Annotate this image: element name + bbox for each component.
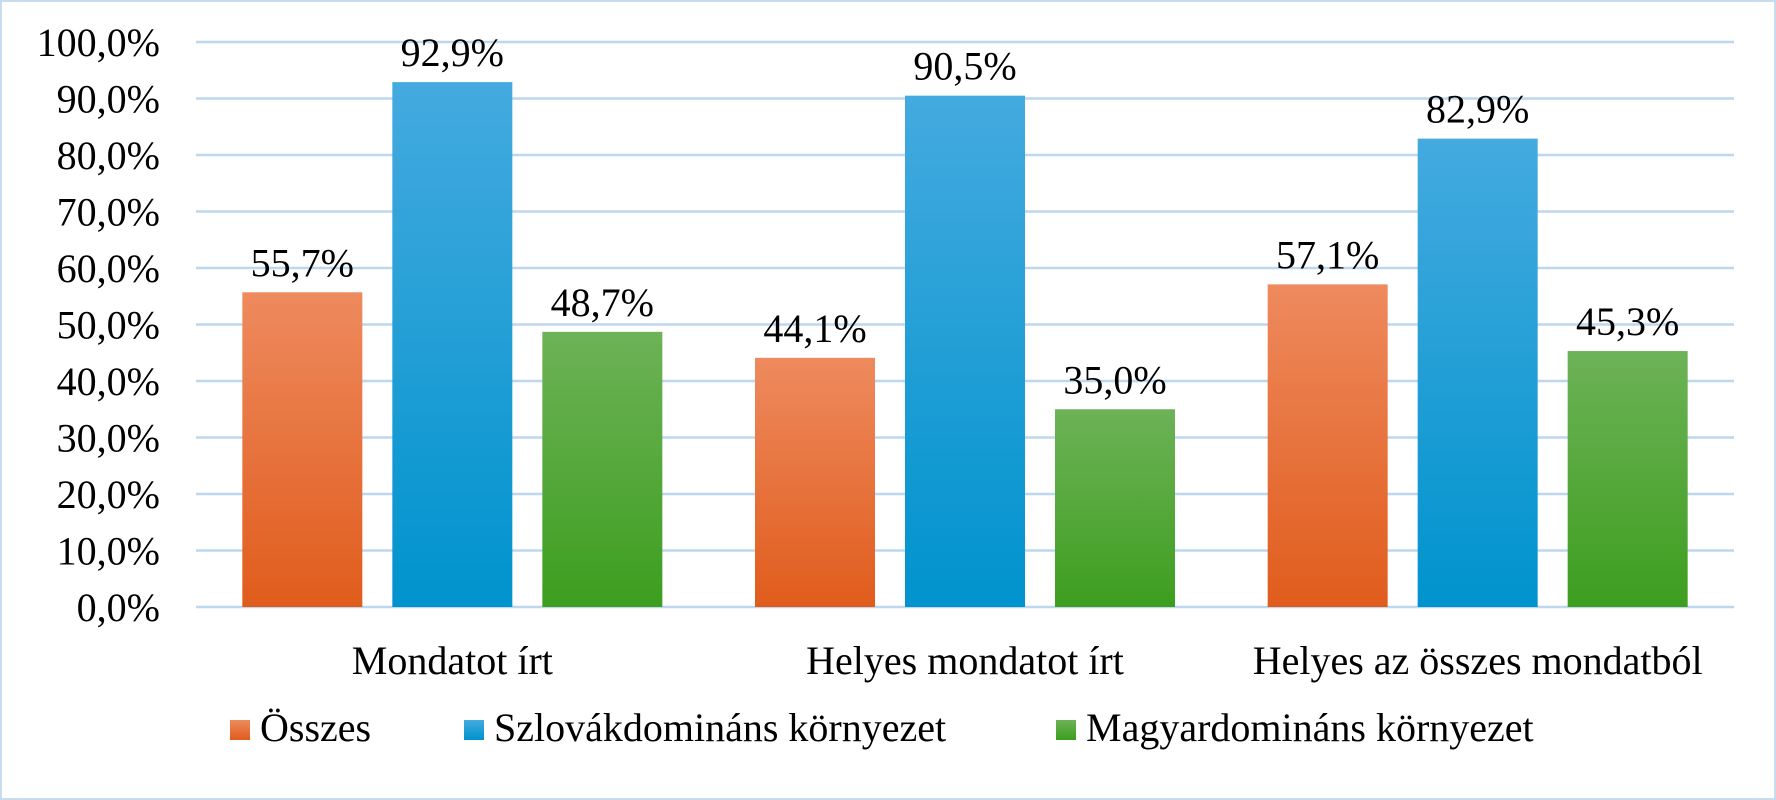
y-tick-label: 40,0%: [57, 359, 160, 404]
x-axis-category-labels: Mondatot írt Helyes mondatot írt Helyes az…: [352, 638, 1703, 683]
y-tick-label: 70,0%: [57, 190, 160, 235]
bar: [905, 95, 1025, 608]
bars: [242, 82, 1688, 608]
y-tick-label: 80,0%: [57, 133, 160, 178]
category-label: Mondatot írt: [352, 638, 553, 683]
y-tick-label: 50,0%: [57, 303, 160, 348]
legend-swatch: [1056, 720, 1076, 740]
y-axis-tick-labels: 0,0% 10,0% 20,0% 30,0% 40,0% 50,0% 60,0% 70,0% 8…: [37, 20, 160, 630]
category-label: Helyes mondatot írt: [806, 638, 1124, 683]
y-tick-label: 0,0%: [77, 585, 160, 630]
bar: [1417, 138, 1538, 608]
legend-label: Szlovákdomináns környezet: [494, 705, 946, 750]
legend: Összes Szlovákdomináns környezet Magyardom…: [230, 705, 1534, 750]
data-label: 90,5%: [913, 44, 1016, 89]
legend-label: Magyardomináns környezet: [1086, 705, 1534, 750]
bar: [755, 357, 875, 607]
data-label: 57,1%: [1276, 232, 1379, 277]
y-tick-label: 10,0%: [57, 529, 160, 574]
y-tick-label: 20,0%: [57, 472, 160, 517]
bar: [392, 82, 513, 608]
data-labels: 55,7% 92,9% 48,7% 44,1% 90,5% 35,0% 57,1% 82,9%…: [251, 30, 1680, 402]
data-label: 55,7%: [251, 240, 354, 285]
data-label: 45,3%: [1576, 299, 1679, 344]
bar: [1567, 351, 1688, 607]
y-tick-label: 100,0%: [37, 20, 160, 65]
legend-swatch: [230, 720, 250, 740]
legend-swatch: [464, 720, 484, 740]
data-label: 35,0%: [1063, 357, 1166, 402]
bar: [1055, 409, 1175, 607]
y-tick-label: 30,0%: [57, 416, 160, 461]
data-label: 48,7%: [551, 280, 654, 325]
y-tick-label: 60,0%: [57, 246, 160, 291]
legend-label: Összes: [260, 705, 371, 750]
data-label: 92,9%: [401, 30, 504, 75]
data-label: 82,9%: [1426, 87, 1529, 132]
bar: [242, 292, 363, 607]
category-label: Helyes az összes mondatból: [1253, 638, 1703, 683]
y-tick-label: 90,0%: [57, 77, 160, 122]
bar: [1267, 284, 1388, 607]
bar: [542, 331, 663, 607]
data-label: 44,1%: [763, 306, 866, 351]
